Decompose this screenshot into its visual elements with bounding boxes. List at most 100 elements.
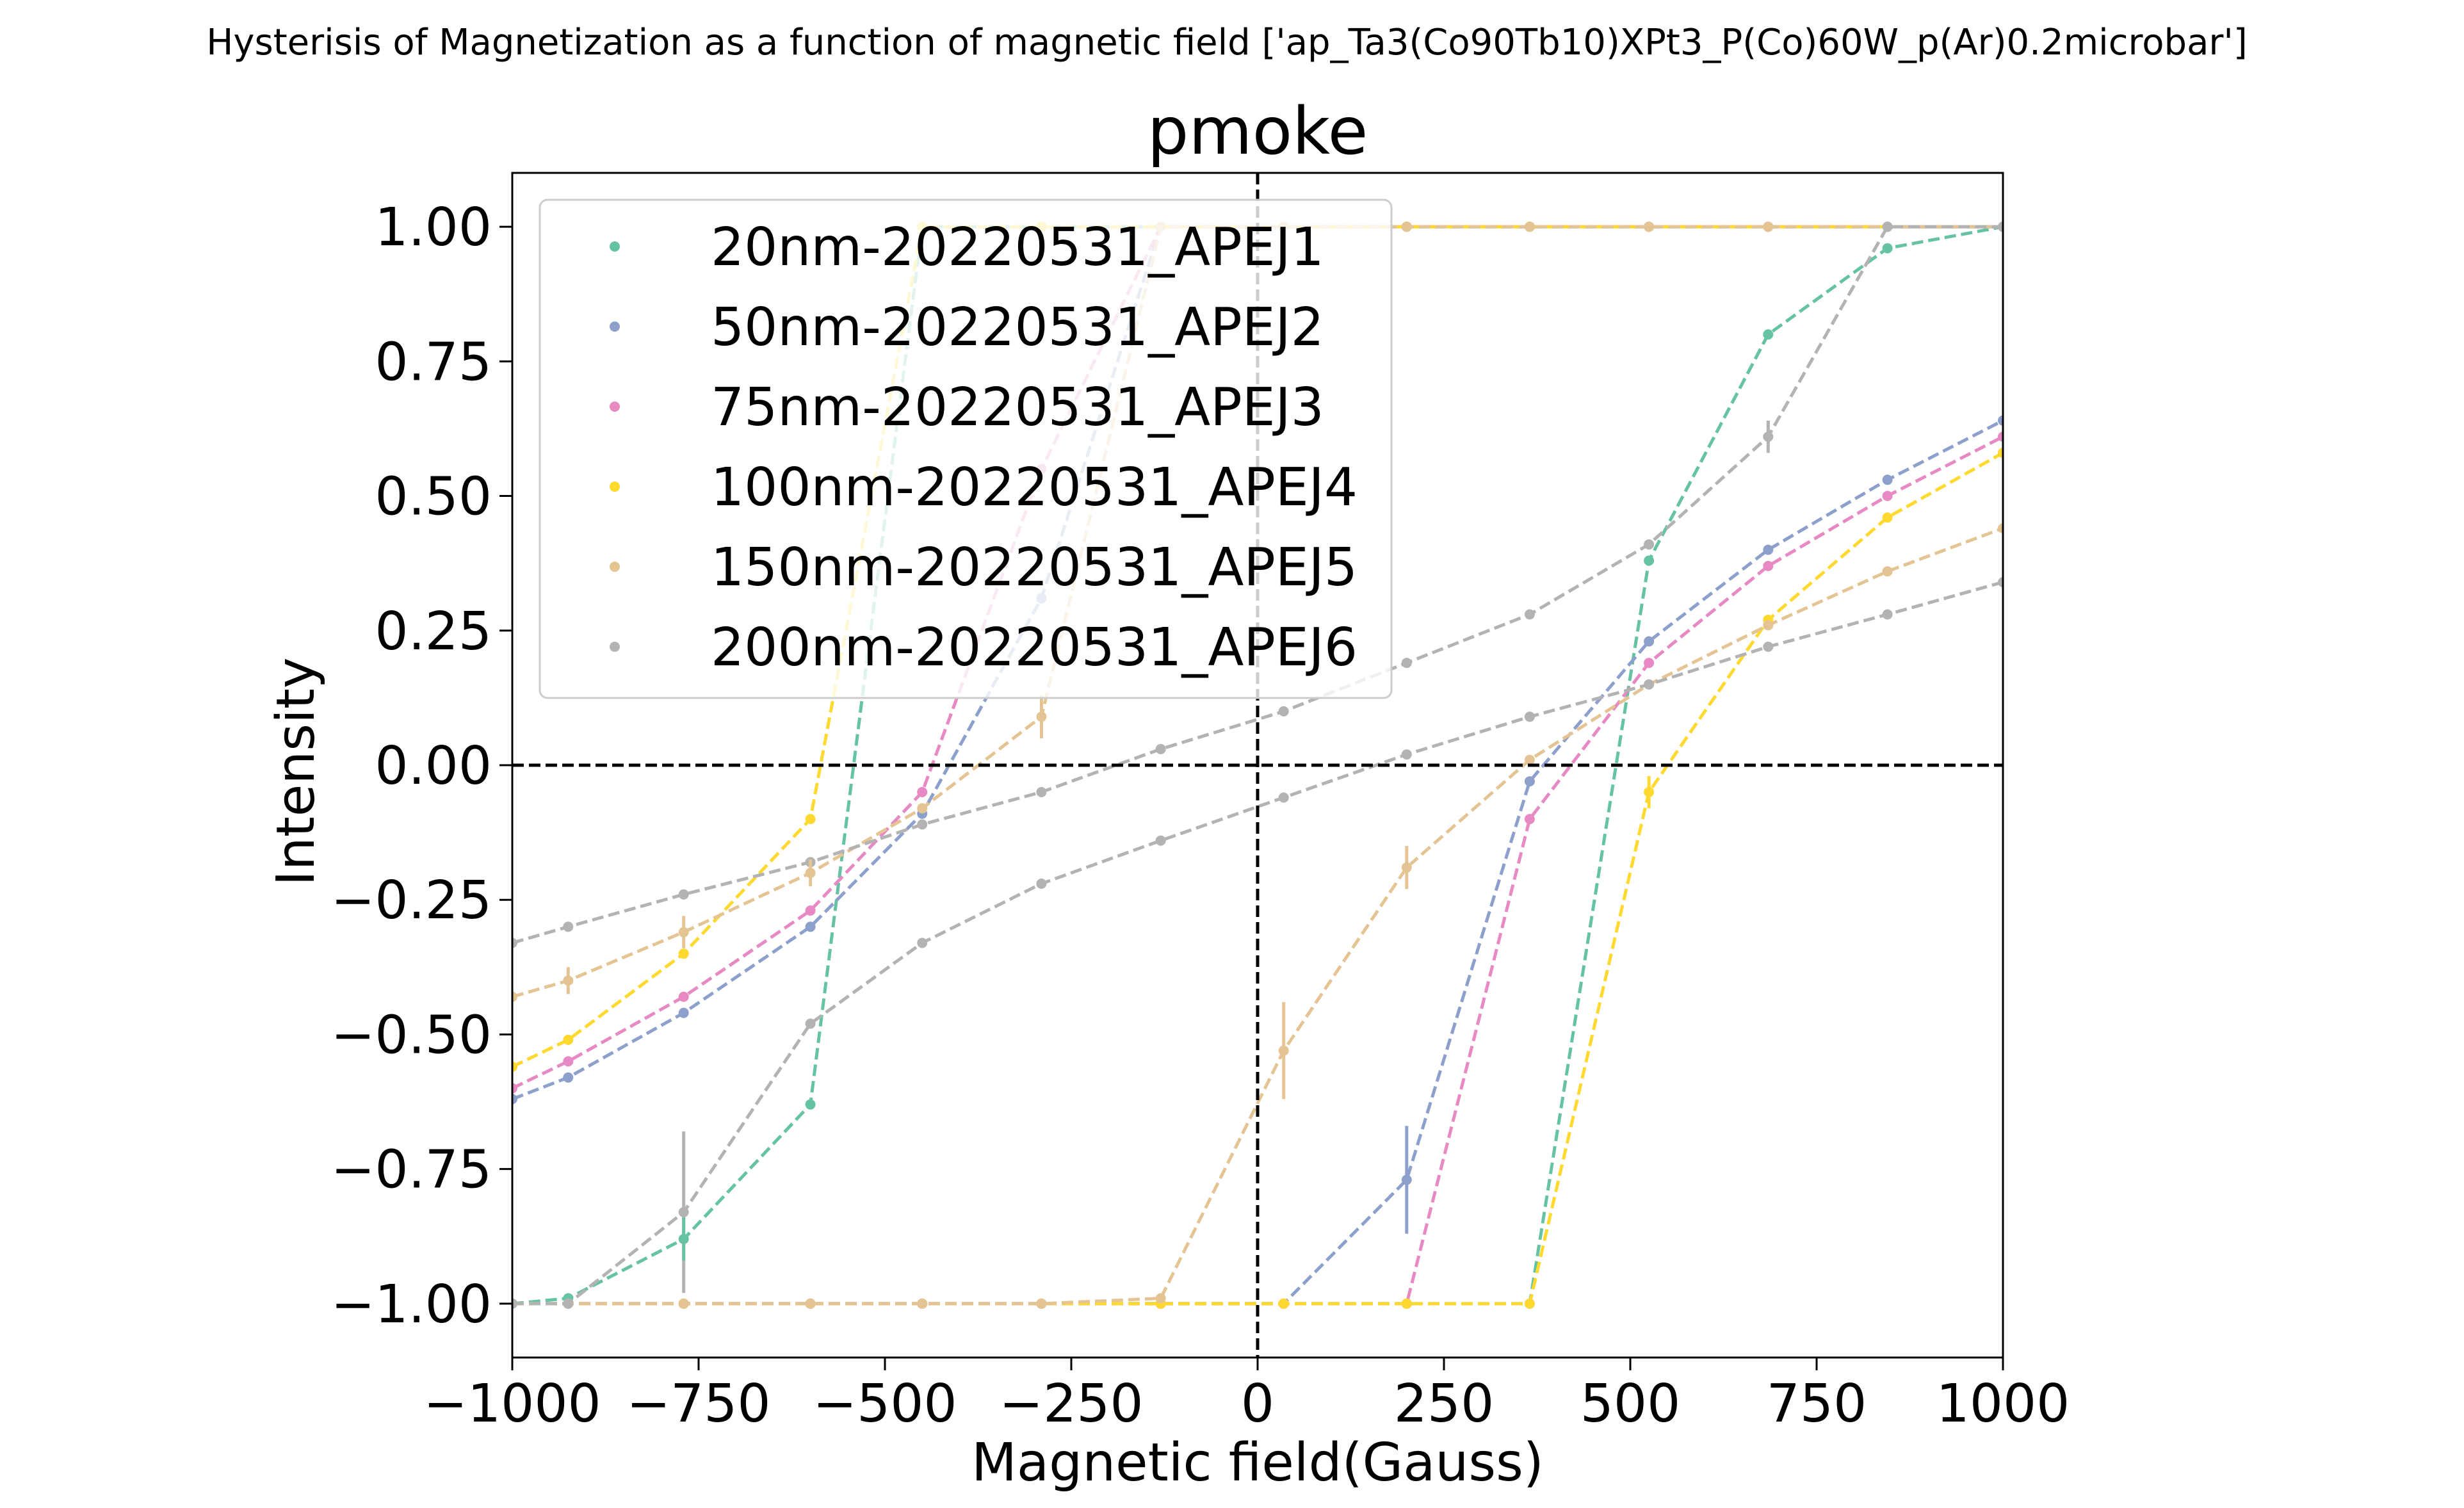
y-axis: 1.00 0.75 0.50 0.25 0.00 −0.25 −0.50 −0.75 −1.00	[331, 197, 512, 1335]
data-point	[1998, 577, 2003, 588]
series-line	[512, 225, 2003, 1069]
series-5	[512, 222, 2003, 1309]
legend-label: 50nm-20220531_APEJ2	[711, 297, 1324, 358]
data-point	[1644, 658, 1655, 669]
legend-items: 20nm-20220531_APEJ1 50nm-20220531_APEJ2 75…	[610, 217, 1358, 678]
x-tick-label: −1000	[423, 1374, 601, 1434]
legend-item: 75nm-20220531_APEJ3	[610, 377, 1324, 438]
data-point	[678, 889, 689, 900]
legend-marker	[610, 241, 620, 252]
data-point	[678, 1007, 689, 1018]
legend-marker	[610, 482, 620, 492]
data-point	[1644, 679, 1655, 690]
data-point	[1155, 835, 1166, 846]
data-point	[1882, 222, 1893, 232]
data-point	[512, 937, 517, 948]
y-tick-label: −0.75	[331, 1140, 492, 1201]
legend-marker	[610, 642, 620, 652]
data-point	[1036, 1298, 1047, 1309]
legend-marker	[610, 562, 620, 572]
y-tick-label: −1.00	[331, 1274, 492, 1335]
legend-item: 20nm-20220531_APEJ1	[610, 217, 1324, 278]
legend: 20nm-20220531_APEJ1 50nm-20220531_APEJ2 75…	[539, 199, 1393, 699]
data-point	[917, 937, 928, 948]
data-point	[805, 905, 816, 916]
legend-label: 75nm-20220531_APEJ3	[711, 377, 1324, 438]
legend-item: 100nm-20220531_APEJ4	[610, 457, 1358, 518]
data-point	[1998, 415, 2003, 426]
data-point	[1882, 609, 1893, 620]
legend-marker	[610, 401, 620, 412]
series-line	[512, 225, 2003, 945]
data-point	[563, 1072, 574, 1083]
y-tick-label: 0.50	[375, 467, 492, 528]
legend-item: 50nm-20220531_APEJ2	[610, 297, 1324, 358]
data-point	[678, 1298, 689, 1309]
legend-item: 150nm-20220531_APEJ5	[610, 537, 1358, 598]
x-tick-label: 0	[1241, 1374, 1274, 1434]
data-point	[1882, 512, 1893, 523]
data-point	[1036, 787, 1047, 797]
data-point	[1401, 222, 1412, 232]
data-point	[1524, 1298, 1535, 1309]
data-point	[1998, 222, 2003, 232]
x-tick-label: −250	[999, 1374, 1143, 1434]
data-point	[1882, 243, 1893, 254]
data-point	[1155, 1293, 1166, 1304]
reference-lines	[512, 173, 2003, 1358]
x-axis: −1000 −750 −500 −250 0 250 500 750 1000	[423, 1358, 2070, 1434]
data-point	[1644, 636, 1655, 647]
series-layer	[512, 222, 2003, 1309]
data-point	[1524, 609, 1535, 620]
legend-label: 20nm-20220531_APEJ1	[711, 217, 1324, 278]
series-line	[512, 580, 2003, 1306]
legend-marker	[610, 321, 620, 332]
data-point	[1998, 432, 2003, 442]
figure-suptitle: Hysterisis of Magnetization as a functio…	[206, 22, 2247, 63]
chart-title: pmoke	[1147, 93, 1368, 170]
legend-label: 100nm-20220531_APEJ4	[711, 457, 1358, 518]
y-axis-label: Intensity	[266, 658, 327, 886]
data-point	[1644, 222, 1655, 232]
data-point	[1998, 448, 2003, 458]
data-point	[1401, 749, 1412, 760]
x-tick-label: 500	[1580, 1374, 1681, 1434]
data-point	[1644, 539, 1655, 550]
data-point	[1763, 560, 1774, 571]
x-tick-label: 250	[1394, 1374, 1495, 1434]
y-tick-label: −0.25	[331, 870, 492, 931]
legend-item: 200nm-20220531_APEJ6	[610, 617, 1358, 678]
data-point	[1524, 776, 1535, 787]
legend-label: 150nm-20220531_APEJ5	[711, 537, 1358, 598]
y-tick-label: −0.50	[331, 1005, 492, 1066]
data-point	[1401, 658, 1412, 669]
data-point	[1155, 743, 1166, 754]
data-point	[1036, 879, 1047, 889]
data-point	[563, 1056, 574, 1067]
data-point	[1524, 711, 1535, 722]
data-point	[1763, 642, 1774, 652]
data-point	[563, 1034, 574, 1045]
data-point	[1401, 1298, 1412, 1309]
data-point	[1763, 620, 1774, 631]
data-point	[1278, 792, 1289, 803]
legend-label: 200nm-20220531_APEJ6	[711, 617, 1358, 678]
data-point	[917, 1298, 928, 1309]
y-tick-label: 0.75	[375, 332, 492, 393]
x-tick-label: −750	[626, 1374, 770, 1434]
data-point	[917, 803, 928, 814]
data-point	[1278, 706, 1289, 717]
data-point	[1763, 544, 1774, 555]
data-point	[563, 1298, 574, 1309]
data-point	[512, 1298, 517, 1309]
data-point	[1644, 555, 1655, 566]
data-point	[917, 819, 928, 830]
data-point	[1278, 1298, 1289, 1309]
data-point	[805, 1018, 816, 1029]
series-line	[512, 526, 2003, 1306]
x-tick-label: 750	[1767, 1374, 1867, 1434]
data-point	[1524, 222, 1535, 232]
x-axis-label: Magnetic field(Gauss)	[971, 1432, 1544, 1493]
x-tick-label: 1000	[1936, 1374, 2070, 1434]
